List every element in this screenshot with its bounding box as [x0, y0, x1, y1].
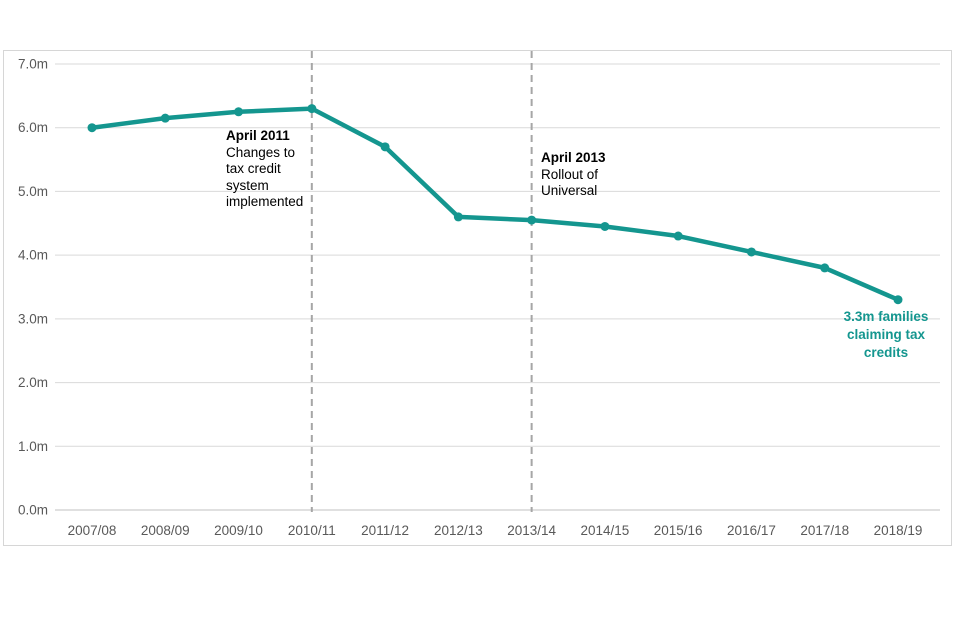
- data-point-marker: [746, 247, 756, 257]
- y-axis-tick-labels: 0.0m 1.0m 2.0m 3.0m 4.0m 5.0m 6.0m 7.0m: [18, 57, 48, 518]
- y-tick-label: 1.0m: [18, 439, 48, 454]
- x-tick-label: 2010/11: [288, 523, 336, 538]
- y-tick-label: 2.0m: [18, 375, 48, 390]
- annotation-title: April 2013: [541, 150, 606, 165]
- data-point-marker: [87, 123, 97, 133]
- data-point-marker: [600, 221, 610, 231]
- x-tick-label: 2013/14: [507, 523, 556, 538]
- annotation-april-2011: April 2011 Changes to tax credit system …: [226, 128, 321, 211]
- annotation-line: Changes to: [226, 144, 296, 160]
- end-label-line: credits: [863, 345, 909, 360]
- x-tick-label: 2007/08: [68, 523, 117, 538]
- annotation-title: April 2011: [226, 128, 290, 143]
- annotation-line: tax credit: [226, 161, 281, 176]
- y-tick-label: 0.0m: [18, 503, 48, 518]
- chart-frame: [3, 50, 952, 546]
- data-point-marker: [453, 212, 463, 222]
- data-point-marker: [527, 215, 537, 225]
- annotation-line: Rollout of: [541, 166, 599, 182]
- y-tick-label: 6.0m: [18, 120, 48, 135]
- annotation-line: Universal: [541, 183, 598, 198]
- x-tick-label: 2016/17: [727, 523, 776, 538]
- x-tick-label: 2009/10: [214, 523, 263, 538]
- y-tick-label: 5.0m: [18, 184, 48, 199]
- y-tick-label: 4.0m: [18, 248, 48, 263]
- data-point-marker: [673, 231, 683, 241]
- annotation-line: implemented: [226, 194, 304, 209]
- annotation-line: system: [226, 177, 269, 193]
- y-tick-label: 7.0m: [18, 57, 48, 72]
- end-label-line: 3.3m families: [843, 309, 929, 324]
- y-tick-label: 3.0m: [18, 311, 48, 326]
- reference-lines-group: [310, 51, 533, 512]
- data-point-marker: [380, 142, 390, 152]
- annotation-april-2013: April 2013 Rollout of Universal: [541, 150, 636, 200]
- x-tick-label: 2014/15: [581, 523, 630, 538]
- data-point-marker: [160, 113, 170, 123]
- gridlines-group: [55, 63, 940, 511]
- x-tick-label: 2017/18: [800, 523, 849, 538]
- data-point-marker: [820, 263, 830, 273]
- series-group: [87, 104, 903, 305]
- data-point-marker: [307, 104, 317, 114]
- x-tick-label: 2015/16: [654, 523, 703, 538]
- series-line: [91, 106, 899, 302]
- x-tick-label: 2008/09: [141, 523, 190, 538]
- x-tick-label: 2018/19: [874, 523, 923, 538]
- x-tick-label: 2011/12: [361, 523, 409, 538]
- end-label-line: claiming tax: [846, 327, 926, 342]
- x-tick-label: 2012/13: [434, 523, 483, 538]
- data-point-marker: [234, 107, 244, 117]
- data-point-marker: [893, 295, 903, 305]
- x-axis-tick-labels: 2007/08 2008/09 2009/10 2010/11 2011/12 2012/…: [68, 523, 923, 538]
- series-end-value-label: 3.3m families claiming tax credits: [811, 308, 960, 362]
